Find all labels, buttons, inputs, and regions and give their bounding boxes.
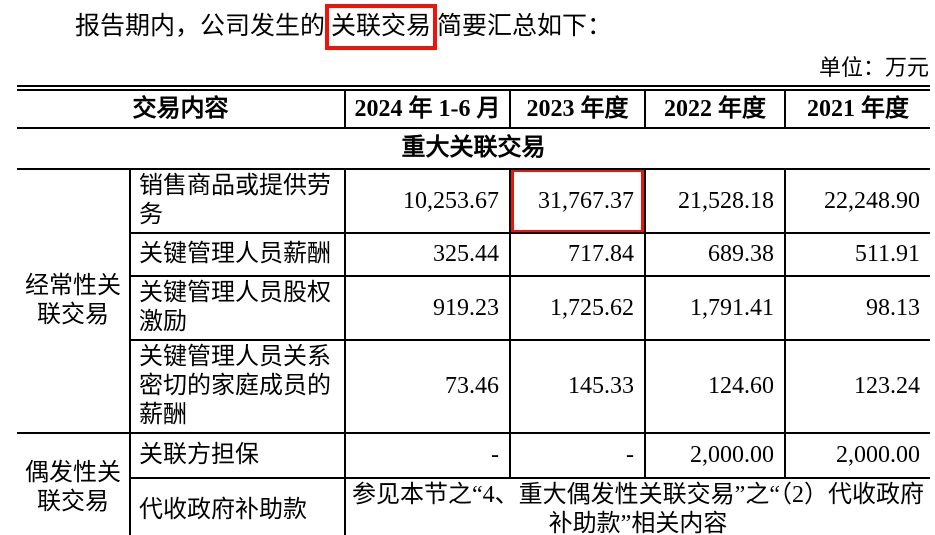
value-cell: 124.60 — [644, 339, 786, 434]
header-row: 交易内容 2024 年 1-6 月 2023 年度 2022 年度 2021 年… — [16, 87, 931, 129]
value-cell: 2,000.00 — [784, 432, 931, 479]
highlighted-term: 关联交易 — [325, 4, 438, 50]
value-cell: - — [344, 432, 511, 479]
table-row: 经常性关联交易 销售商品或提供劳务 10,253.67 31,767.37 21… — [16, 168, 931, 434]
header-2022: 2022 年度 — [644, 87, 786, 129]
header-2024h1: 2024 年 1-6 月 — [344, 87, 511, 129]
value-cell: 22,248.90 — [784, 168, 931, 234]
section-title: 重大关联交易 — [16, 127, 931, 170]
value-cell: 98.13 — [784, 275, 931, 341]
value-cell: 10,253.67 — [344, 168, 511, 234]
table-row: 关键管理人员关系密切的家庭成员的薪酬 73.46 145.33 124.60 1… — [17, 339, 931, 434]
note-cell: 参见本节之“4、重大偶发性关联交易”之“（2）代收政府补助款”相关内容 — [344, 477, 931, 535]
value-cell: 21,528.18 — [644, 168, 786, 234]
section-row: 重大关联交易 — [16, 127, 931, 170]
item-cell: 关键管理人员股权激励 — [129, 275, 346, 341]
value-cell: 73.46 — [344, 339, 511, 434]
table-row: 偶发性关联交易 关联方担保 - - 2,000.00 2,000.00 — [16, 432, 931, 535]
value-text: 31,767.37 — [538, 187, 634, 214]
table-row: 代收政府补助款 参见本节之“4、重大偶发性关联交易”之“（2）代收政府补助款”相… — [17, 477, 931, 535]
header-2021: 2021 年度 — [784, 87, 931, 129]
unit-label: 单位：万元 — [818, 55, 929, 80]
item-cell: 关键管理人员薪酬 — [129, 232, 346, 277]
header-2023: 2023 年度 — [509, 87, 646, 129]
intro-sentence: 报告期内，公司发生的 关联交易 简要汇总如下： — [75, 4, 935, 50]
value-cell: 717.84 — [509, 232, 646, 277]
item-cell: 销售商品或提供劳务 — [129, 168, 346, 234]
related-party-transactions-table: 交易内容 2024 年 1-6 月 2023 年度 2022 年度 2021 年… — [16, 85, 931, 535]
item-cell: 关联方担保 — [129, 432, 346, 479]
table-row: 关键管理人员股权激励 919.23 1,725.62 1,791.41 98.1… — [17, 275, 931, 341]
value-cell: 1,725.62 — [509, 275, 646, 341]
intro-prefix: 报告期内，公司发生的 — [75, 13, 326, 40]
intro-suffix: 简要汇总如下： — [437, 13, 613, 40]
value-cell: - — [509, 432, 646, 479]
value-cell: 145.33 — [509, 339, 646, 434]
value-cell: 689.38 — [644, 232, 786, 277]
value-cell: 123.24 — [784, 339, 931, 434]
value-cell-highlighted: 31,767.37 — [509, 168, 646, 234]
header-transaction-content: 交易内容 — [16, 87, 346, 129]
value-cell: 511.91 — [784, 232, 931, 277]
table-row: 关键管理人员薪酬 325.44 717.84 689.38 511.91 — [17, 232, 931, 277]
value-cell: 2,000.00 — [644, 432, 786, 479]
value-cell: 1,791.41 — [644, 275, 786, 341]
value-cell: 325.44 — [344, 232, 511, 277]
group-label-recurring: 经常性关联交易 — [16, 168, 131, 434]
item-cell: 代收政府补助款 — [129, 477, 346, 535]
item-cell: 关键管理人员关系密切的家庭成员的薪酬 — [129, 339, 346, 434]
group-label-occasional: 偶发性关联交易 — [16, 432, 131, 535]
value-cell: 919.23 — [344, 275, 511, 341]
